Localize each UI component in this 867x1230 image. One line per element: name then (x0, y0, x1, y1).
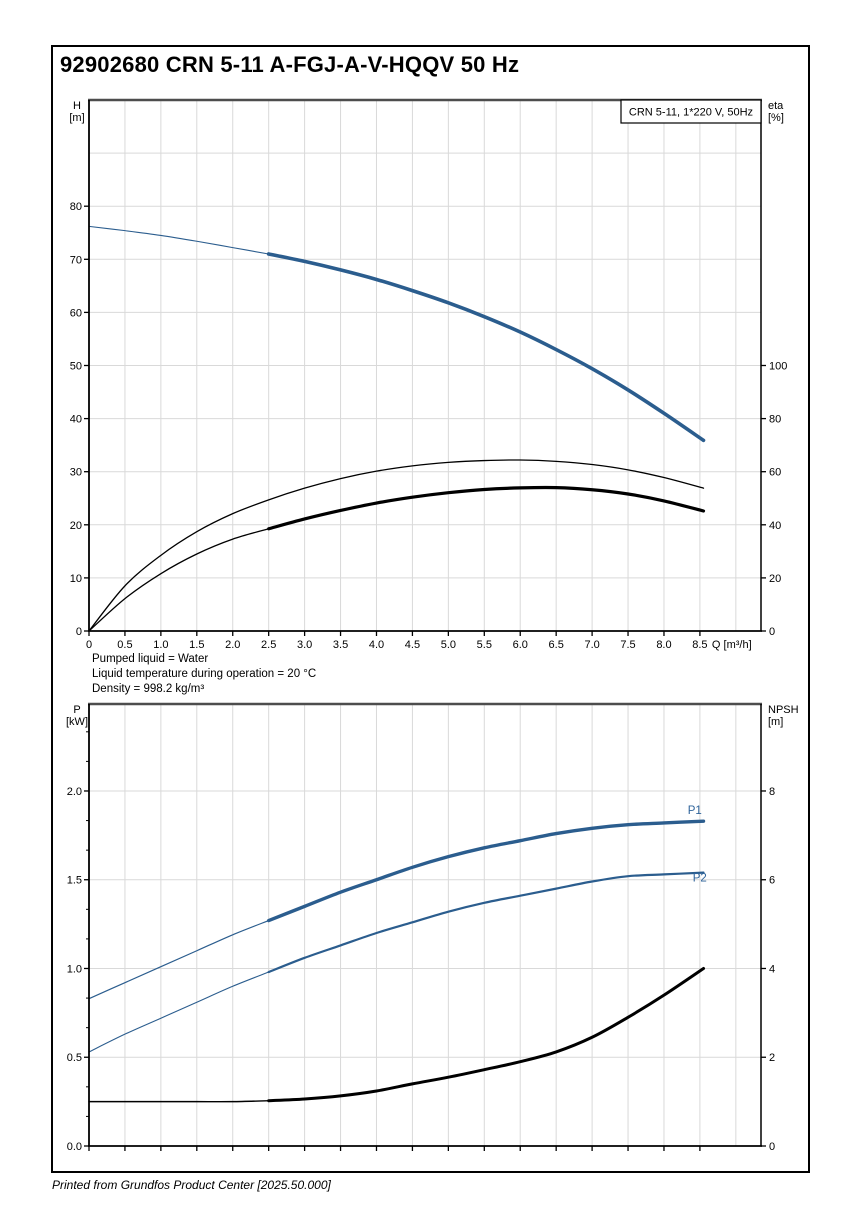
page-title: 92902680 CRN 5-11 A-FGJ-A-V-HQQV 50 Hz (60, 52, 520, 77)
chart-text: 0 (769, 1141, 775, 1153)
chart-text: 3.0 (297, 639, 312, 651)
series-H-duty (266, 252, 706, 443)
chart-text: 30 (70, 467, 82, 479)
x-axis-unit: Q [m³/h] (712, 639, 752, 651)
chart-text: 40 (769, 520, 781, 532)
print-footer: Printed from Grundfos Product Center [20… (52, 1178, 331, 1192)
chart-text: 0 (76, 626, 82, 638)
right-axis-unit: eta (768, 100, 784, 112)
chart-text: 20 (70, 520, 82, 532)
axis-ticks-labels: 0.0 0.5 1.0 1.5 2.0 0 2 4 6 8 P[kW] NPSH[m] (66, 704, 799, 1153)
chart-text: 8.0 (656, 639, 671, 651)
series-P2-duty (267, 871, 705, 974)
spines (88, 702, 762, 1147)
legend: CRN 5-11, 1*220 V, 50Hz (620, 99, 762, 124)
curve-label-p1: P1 (688, 805, 702, 817)
chart-text: 20 (769, 573, 781, 585)
chart-text: 7.0 (584, 639, 599, 651)
chart-text: 80 (70, 201, 82, 213)
gridlines (89, 704, 761, 1146)
chart-text: 2.0 (225, 639, 240, 651)
chart-text: 3.5 (333, 639, 348, 651)
chart-text: 5.0 (441, 639, 456, 651)
gridlines (89, 100, 761, 631)
chart-text: 40 (70, 414, 82, 426)
chart-text: 0 (86, 639, 92, 651)
left-axis-unit: P (73, 704, 80, 716)
info-line-density: Density = 998.2 kg/m³ (92, 683, 205, 695)
series (88, 225, 706, 632)
chart-text: 10 (70, 573, 82, 585)
chart-text: 8.5 (692, 639, 707, 651)
chart-text: 5.5 (477, 639, 492, 651)
left-axis-unit: [m] (69, 112, 84, 124)
series-NPSH-duty (267, 966, 706, 1103)
pumped-liquid-info: Pumped liquid = Water Liquid temperature… (92, 652, 316, 697)
chart-text: 0.0 (67, 1141, 82, 1153)
series-P1-duty (266, 819, 706, 923)
chart-text: 4.0 (369, 639, 384, 651)
chart-text: 0.5 (117, 639, 132, 651)
chart-text: 6.0 (513, 639, 528, 651)
chart-text: 100 (769, 361, 787, 373)
chart-text: 80 (769, 414, 781, 426)
legend-text: CRN 5-11, 1*220 V, 50Hz (629, 107, 753, 119)
right-axis-unit: [m] (768, 716, 783, 728)
series-eta-duty-thin (88, 528, 270, 632)
chart-text: 1.0 (67, 963, 82, 975)
chart-text: 1.5 (189, 639, 204, 651)
chart-text: 60 (769, 467, 781, 479)
chart-text: 6 (769, 875, 775, 887)
chart-power-npsh: 0.0 0.5 1.0 1.5 2.0 0 2 4 6 8 P[kW] NPSH[m] P1 P2 (66, 702, 799, 1153)
chart-text: 1.5 (67, 875, 82, 887)
chart-text: 2.0 (67, 786, 82, 798)
chart-text: 50 (70, 361, 82, 373)
series-eta (88, 459, 705, 632)
series-H-thin (88, 225, 270, 255)
info-line-temperature: Liquid temperature during operation = 20… (92, 668, 317, 680)
chart-text: 7.5 (620, 639, 635, 651)
left-axis-unit: [kW] (66, 716, 88, 728)
chart-head-efficiency: 0 0.5 1.0 1.5 2.0 2.5 3.0 3.5 4.0 4.5 5.0 5.5 6.0 6.5… (69, 98, 787, 651)
right-axis-unit: [%] (768, 112, 784, 124)
chart-text: 8 (769, 786, 775, 798)
series (88, 819, 706, 1103)
curve-label-p2: P2 (693, 873, 707, 885)
chart-text: 6.5 (549, 639, 564, 651)
chart-text: 60 (70, 307, 82, 319)
series-NPSH-thin (88, 1100, 270, 1103)
chart-text: 0.5 (67, 1052, 82, 1064)
chart-text: 2.5 (261, 639, 276, 651)
right-axis-unit: NPSH (768, 704, 799, 716)
chart-text: 70 (70, 254, 82, 266)
series-P2-thin (88, 971, 270, 1053)
page-frame (51, 45, 810, 1173)
chart-text: 1.0 (153, 639, 168, 651)
series-eta-duty-duty (267, 485, 706, 531)
series-P1-thin (88, 919, 270, 1000)
chart-text: 4.5 (405, 639, 420, 651)
chart-text: 4 (769, 963, 775, 975)
chart-text: 0 (769, 626, 775, 638)
chart-text: 2 (769, 1052, 775, 1064)
info-line-liquid: Pumped liquid = Water (92, 653, 209, 665)
axis-ticks-labels: 0 0.5 1.0 1.5 2.0 2.5 3.0 3.5 4.0 4.5 5.0 5.5 6.0 6.5… (69, 100, 787, 651)
left-axis-unit: H (73, 100, 81, 112)
